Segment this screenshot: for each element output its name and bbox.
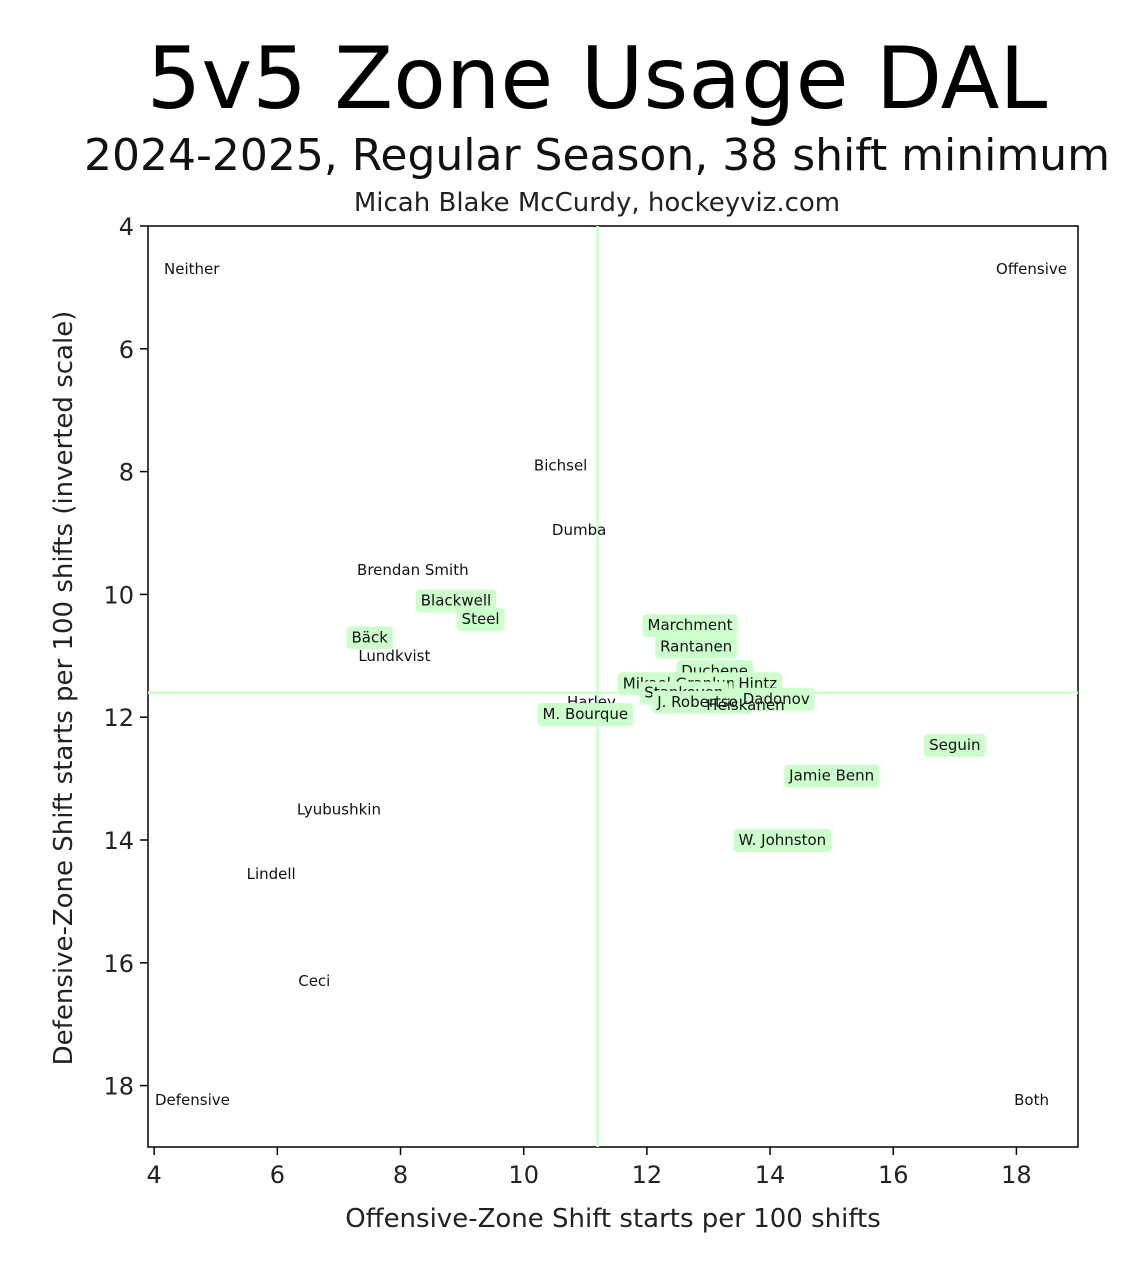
player-highlight-box <box>456 607 505 631</box>
plot-area-frame <box>147 225 1079 1148</box>
player-point: Bäck <box>346 626 393 650</box>
y-tick-label: 16 <box>103 950 134 978</box>
player-label: Dumba <box>552 521 606 539</box>
player-label: Seguin <box>929 736 980 754</box>
player-label: M. Bourque <box>542 705 628 723</box>
player-label: Steel <box>462 610 500 628</box>
x-tick-label: 12 <box>632 1161 663 1189</box>
player-highlight-box <box>737 687 815 711</box>
x-axis-ticks: 4 6 8 10 12 14 16 18 <box>147 1147 1032 1189</box>
player-point: Dadonov <box>737 687 815 711</box>
quadrant-labels: Neither Offensive Defensive Both <box>155 260 1067 1109</box>
player-highlight-box <box>655 635 738 659</box>
player-point: Jamie Benn <box>784 764 880 788</box>
quadrant-label-both: Both <box>1014 1091 1049 1109</box>
x-tick-label: 16 <box>878 1161 909 1189</box>
player-label: Rantanen <box>660 638 732 656</box>
player-point: Bichsel <box>534 456 587 474</box>
player-point: Brendan Smith <box>357 561 469 579</box>
chart-credit: Micah Blake McCurdy, hockeyviz.com <box>354 188 840 218</box>
x-tick-label: 6 <box>270 1161 285 1189</box>
player-point: Marchment <box>642 614 738 638</box>
y-tick-label: 10 <box>103 581 134 609</box>
quadrant-label-defensive: Defensive <box>155 1091 230 1109</box>
player-point: Lundkvist <box>358 647 430 665</box>
chart-title: 5v5 Zone Usage DAL <box>147 29 1048 129</box>
player-label: Lyubushkin <box>297 800 381 818</box>
player-point: Seguin <box>924 733 986 757</box>
player-highlight-box <box>733 829 832 852</box>
y-tick-label: 12 <box>103 704 134 732</box>
player-highlight-box <box>537 703 634 727</box>
player-point: Steel <box>456 607 505 631</box>
x-tick-label: 4 <box>147 1161 162 1189</box>
x-tick-label: 8 <box>393 1161 408 1189</box>
player-point: Rantanen <box>655 635 738 659</box>
x-tick-label: 18 <box>1001 1161 1032 1189</box>
y-tick-label: 18 <box>103 1073 134 1101</box>
player-highlight-box <box>784 764 880 788</box>
player-point: Ceci <box>298 972 330 990</box>
x-axis-label: Offensive-Zone Shift starts per 100 shif… <box>345 1204 881 1234</box>
player-label: W. Johnston <box>739 831 827 849</box>
player-point: M. Bourque <box>537 703 634 727</box>
player-point: Lyubushkin <box>297 800 381 818</box>
y-tick-label: 6 <box>119 336 134 364</box>
player-highlight-box <box>642 614 738 638</box>
player-label: Dadonov <box>743 690 810 708</box>
x-tick-label: 10 <box>508 1161 539 1189</box>
player-label: Lindell <box>247 865 296 883</box>
player-label: Lundkvist <box>358 647 430 665</box>
y-axis-ticks: 4 6 8 10 12 14 16 18 <box>103 213 148 1101</box>
player-label: Bichsel <box>534 456 587 474</box>
y-tick-label: 14 <box>103 827 134 855</box>
quadrant-label-neither: Neither <box>164 260 220 278</box>
player-label: Blackwell <box>421 592 491 610</box>
player-label: Marchment <box>648 616 733 634</box>
chart-subtitle: 2024-2025, Regular Season, 38 shift mini… <box>84 130 1110 181</box>
player-point: Heiskanen <box>706 696 784 714</box>
x-tick-label: 14 <box>755 1161 786 1189</box>
reference-lines <box>148 226 1078 1147</box>
player-point: Dumba <box>552 521 606 539</box>
player-label: J. Robertson <box>656 693 747 711</box>
y-tick-label: 8 <box>119 459 134 487</box>
player-label: Heiskanen <box>706 696 784 714</box>
player-point: W. Johnston <box>733 829 832 852</box>
quadrant-label-offensive: Offensive <box>996 260 1067 278</box>
player-highlight-box <box>924 733 986 757</box>
player-label: Brendan Smith <box>357 561 469 579</box>
player-label: Bäck <box>352 628 389 646</box>
player-label: Jamie Benn <box>788 767 874 785</box>
y-axis-label: Defensive-Zone Shift starts per 100 shif… <box>49 311 79 1066</box>
player-label: Ceci <box>298 972 330 990</box>
player-point: Lindell <box>247 865 296 883</box>
y-tick-label: 4 <box>119 213 134 241</box>
player-highlight-box <box>652 690 753 714</box>
player-point: J. Robertson <box>652 690 753 714</box>
player-point: Blackwell <box>415 589 497 613</box>
player-highlight-box <box>415 589 497 613</box>
player-highlight-box <box>346 626 393 650</box>
